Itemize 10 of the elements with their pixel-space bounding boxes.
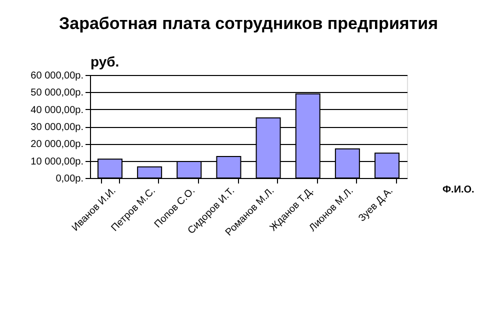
y-tick-label: 50 000,00р. <box>30 88 84 99</box>
y-tick-label: 40 000,00р. <box>30 104 84 116</box>
y-tick-label: 20 000,00р. <box>30 139 84 150</box>
x-axis-title: Ф.И.О. <box>442 184 475 196</box>
chart-title: Заработная плата сотрудников предприятия <box>58 14 438 33</box>
y-tick-label: 0,00р. <box>56 174 84 184</box>
y-axis-title: руб. <box>90 54 120 70</box>
y-tick-label: 10 000,00р. <box>30 156 84 168</box>
y-tick-label: 60 000,00р. <box>30 70 84 82</box>
y-tick-label: 30 000,00р. <box>30 122 84 133</box>
